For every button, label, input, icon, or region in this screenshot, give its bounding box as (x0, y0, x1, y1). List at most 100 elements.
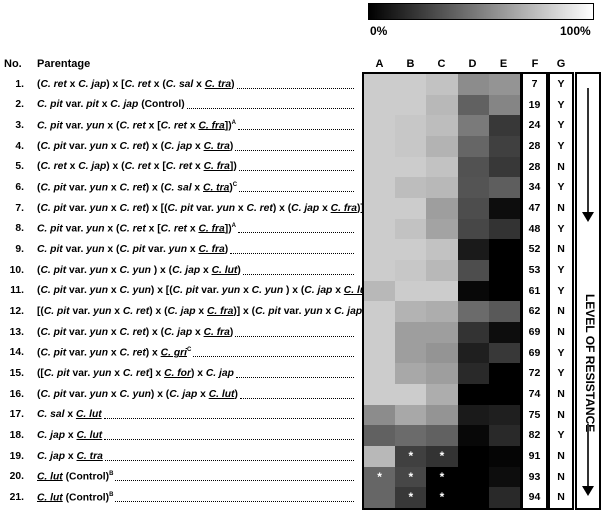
parentage-segment: C. ret (124, 161, 151, 173)
heatmap-cell-c-8 (426, 218, 459, 240)
heatmap-cell-c-13 (426, 322, 459, 344)
footnote-superscript: B (109, 471, 114, 477)
parentage-segment: C. jap (78, 161, 107, 173)
parentage-text: C. pit var. yun x (C. ret x [C. ret x C.… (37, 223, 236, 234)
parentage-row: 10. (C. pit var. yun x C. yun ) x (C. jap… (0, 260, 356, 280)
parentage-segment: x (191, 182, 204, 194)
parentage-segment: yun (89, 202, 108, 214)
heatmap-cell-c-11 (426, 280, 459, 302)
parentage-segment: x ( (104, 223, 120, 235)
parentage-segment: x [ (150, 161, 166, 173)
heatmap-cell-e-12 (488, 301, 521, 323)
parentage-segment: C. pit (255, 305, 281, 317)
value-g: Y (557, 78, 565, 90)
parentage-segment: ) (237, 264, 241, 276)
asterisk-marker: * (439, 449, 445, 463)
parentage-segment: var. (280, 305, 305, 317)
parentage-segment: ) (229, 182, 233, 194)
parentage-segment: var. (66, 182, 90, 194)
parentage-segment: C. lut (37, 492, 63, 504)
header-col-f: F (531, 58, 539, 70)
header-col-g: G (556, 58, 566, 70)
heatmap-cell-b-8 (395, 218, 427, 240)
heatmap-cell-b-4 (395, 136, 427, 158)
dot-leader (239, 190, 354, 192)
parentage-segment: yun (89, 285, 108, 297)
parentage-row: 21. C. lut (Control)B (0, 487, 356, 507)
parentage-segment: C. lut (211, 264, 238, 276)
dot-leader (104, 459, 354, 461)
footnote-superscript: A (231, 119, 236, 126)
value-f: 7 (531, 78, 538, 90)
parentage-segment: ) (234, 388, 238, 400)
parentage-segment: x (65, 450, 77, 462)
value-f: 75 (528, 408, 541, 421)
parentage-segment: C. ret (119, 326, 146, 338)
dot-leader (193, 356, 354, 358)
heatmap-cell-d-4 (457, 136, 490, 158)
parentage-text: C. sal x C. lut (37, 409, 102, 420)
dot-leader (237, 232, 354, 234)
parentage-segment: C. jap (169, 388, 198, 400)
heatmap-cell-e-5 (488, 156, 521, 178)
color-scale-bar (368, 3, 594, 20)
parentage-segment: C. fra (330, 202, 357, 214)
heatmap-cell-b-18 (395, 425, 427, 447)
parentage-text: (C. pit var. yun x C. ret) x C. griC (37, 347, 191, 358)
heatmap-cell-d-8 (457, 218, 490, 240)
parentage-segment: C. sal (165, 78, 194, 90)
parentage-segment: yun (86, 243, 105, 255)
parentage-segment: C. fra (198, 243, 225, 255)
parentage-segment: ] x (149, 367, 165, 379)
heatmap-cell-a-16 (364, 384, 396, 406)
heatmap-cell-c-18 (426, 425, 459, 447)
parentage-segment: ( (37, 140, 41, 152)
parentage-text: (C. pit var. yun x C. ret) x (C. jap x C… (37, 327, 233, 338)
parentage-segment: x (66, 161, 79, 173)
parentage-segment: var. (69, 305, 94, 317)
header-col-d: D (468, 58, 477, 70)
parentage-segment: ]) (224, 120, 232, 132)
heatmap-cell-d-13 (457, 322, 490, 344)
heatmap-cell-b-13 (395, 322, 427, 344)
value-f: 28 (528, 160, 541, 173)
parentage-segment: C. lut (343, 285, 370, 297)
heatmap-cell-b-20 (395, 466, 427, 488)
parentage-text: ([C. pit var. yun x C. ret] x C. for) x … (37, 368, 234, 379)
parentage-segment: C. pit (172, 285, 199, 297)
dot-leader (230, 252, 354, 254)
scale-min-label: 0% (370, 24, 388, 38)
parentage-segment: yun (216, 202, 236, 214)
parentage-segment: C. ret (165, 161, 193, 173)
parentage-segment: C. jap (172, 264, 201, 276)
value-f: 91 (528, 450, 541, 462)
parentage-segment: C. pit (40, 264, 67, 276)
parentage-segment: var. (66, 347, 90, 359)
heatmap-cell-a-14 (364, 342, 396, 364)
heatmap-cell-b-10 (395, 260, 427, 282)
parentage-segment: x (64, 409, 76, 421)
parentage-segment: C. lut (75, 409, 102, 421)
parentage-segment: C. pit (40, 202, 67, 214)
parentage-segment: x ( (104, 120, 120, 132)
parentage-segment: (Control) (62, 492, 110, 504)
heatmap-cell-a-2 (364, 94, 396, 116)
heatmap-cell-a-20 (364, 466, 396, 488)
value-f: 53 (528, 264, 541, 276)
parentage-segment: ) (229, 326, 234, 338)
heatmap-cell-a-8 (364, 218, 396, 240)
parentage-text: (C. pit var. yun x C. yun) x (C. jap x C… (37, 389, 238, 400)
dot-leader (237, 128, 354, 130)
heatmap-cell-e-6 (488, 177, 521, 199)
parentage-row: 16. (C. pit var. yun x C. yun) x (C. jap … (0, 384, 356, 404)
parentage-segment: C. jap (110, 99, 139, 111)
parentage-segment: var. (66, 264, 90, 276)
heatmap-cell-d-9 (457, 239, 490, 261)
parentage-segment: C. tra (203, 182, 230, 194)
heatmap-cell-c-2 (426, 94, 459, 116)
heatmap-cell-a-18 (364, 425, 396, 447)
dot-leader (104, 438, 354, 440)
parentage-segment: C. ret (119, 202, 146, 214)
parentage-segment: ) (224, 243, 229, 255)
heatmap-cell-a-10 (364, 260, 396, 282)
